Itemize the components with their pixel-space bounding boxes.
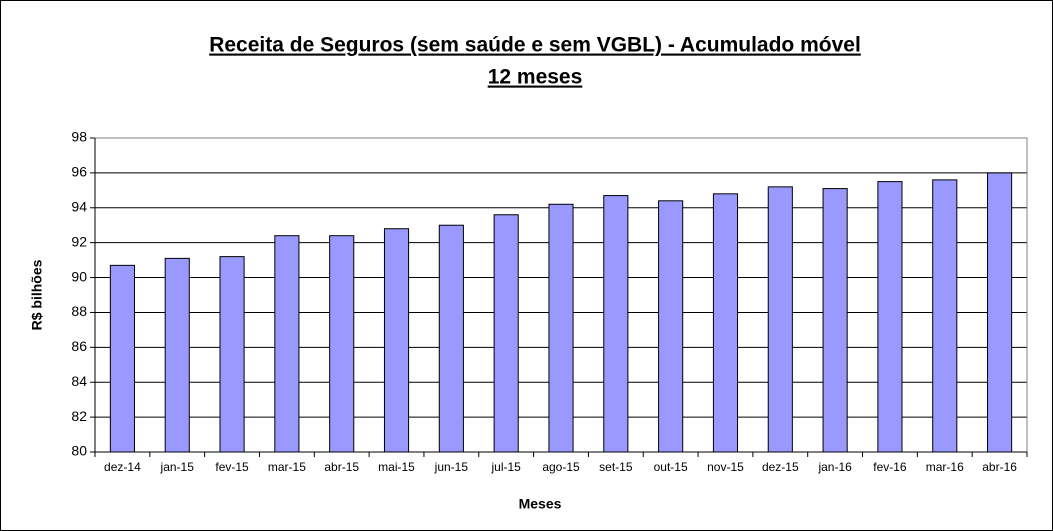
x-tick-label: abr-16 <box>982 460 1017 474</box>
bar <box>712 193 739 453</box>
x-tick-label: ago-15 <box>542 460 580 474</box>
bar <box>658 200 684 453</box>
y-axis-title: R$ bilhões <box>29 259 45 330</box>
x-tick-label: out-15 <box>654 460 688 474</box>
x-tick-label: fev-15 <box>215 460 249 474</box>
bar <box>329 235 355 453</box>
bar <box>987 172 1013 453</box>
y-tick-label: 98 <box>71 129 87 145</box>
bar <box>109 264 135 453</box>
y-tick-label: 96 <box>71 164 87 180</box>
bar <box>219 256 245 453</box>
x-tick-label: dez-15 <box>762 460 799 474</box>
y-tick-label: 92 <box>71 233 87 249</box>
y-tick-label: 90 <box>71 268 87 284</box>
bar <box>164 257 190 453</box>
bar <box>932 179 958 453</box>
x-tick-label: jan-15 <box>160 460 195 474</box>
y-tick-label: 94 <box>71 198 87 214</box>
chart-title: Receita de Seguros (sem saúde e sem VGBL… <box>209 34 861 57</box>
bar <box>767 186 793 453</box>
x-tick-label: jun-15 <box>434 460 469 474</box>
bar <box>822 188 848 453</box>
bar <box>877 181 903 453</box>
x-tick-label: dez-14 <box>104 460 141 474</box>
y-tick-label: 88 <box>71 303 87 319</box>
x-tick-label: mar-15 <box>268 460 306 474</box>
x-tick-label: abr-15 <box>324 460 359 474</box>
x-tick-label: fev-16 <box>873 460 907 474</box>
bar <box>274 235 300 453</box>
bar <box>438 224 464 453</box>
y-tick-label: 80 <box>71 443 87 459</box>
bar <box>603 195 629 453</box>
x-tick-label: mar-16 <box>926 460 964 474</box>
y-tick-label: 86 <box>71 338 87 354</box>
bar <box>493 214 519 453</box>
y-tick-label: 82 <box>71 408 87 424</box>
bar <box>548 203 574 453</box>
x-tick-label: nov-15 <box>707 460 744 474</box>
x-tick-label: jan-16 <box>817 460 852 474</box>
x-tick-label: jul-15 <box>490 460 521 474</box>
x-axis-title: Meses <box>519 496 562 512</box>
y-tick-label: 84 <box>71 373 87 389</box>
x-tick-label: mai-15 <box>378 460 415 474</box>
x-tick-label: set-15 <box>599 460 633 474</box>
chart-title: 12 meses <box>488 66 583 89</box>
bar <box>383 228 410 453</box>
